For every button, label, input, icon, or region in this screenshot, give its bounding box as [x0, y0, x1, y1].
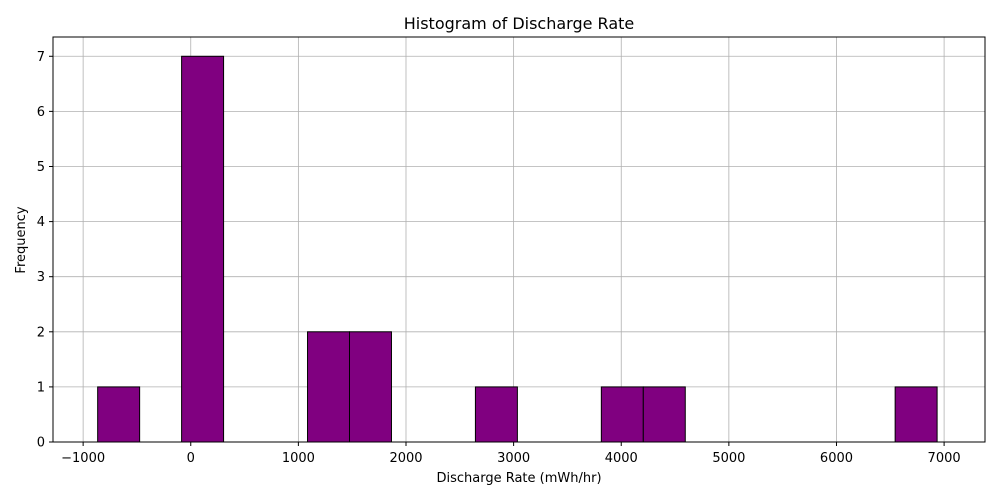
x-tick-label: 7000	[928, 451, 961, 466]
histogram-bar	[348, 331, 392, 443]
y-tick-label: 7	[37, 50, 45, 65]
x-tick-label: 0	[187, 451, 195, 466]
histogram-bar	[474, 386, 518, 443]
histogram-bar	[600, 386, 644, 443]
histogram-bar	[181, 55, 225, 443]
histogram-bars	[97, 55, 938, 443]
y-axis-label: Frequency	[14, 206, 29, 273]
histogram-bar	[642, 386, 686, 443]
x-axis-label: Discharge Rate (mWh/hr)	[436, 471, 601, 486]
x-tick-label: 2000	[389, 451, 422, 466]
x-tick-label: 5000	[712, 451, 745, 466]
axes	[49, 36, 986, 446]
histogram-bar	[894, 386, 938, 443]
y-tick-label: 5	[37, 160, 45, 175]
y-tick-label: 1	[37, 380, 45, 395]
tick-labels: −1000 0 1000 2000 3000 4000 5000 6000 7000 0 1 2 3 4 5…	[37, 50, 961, 466]
y-tick-label: 4	[37, 215, 45, 230]
y-tick-label: 2	[37, 325, 45, 340]
x-tick-label: −1000	[61, 451, 105, 466]
y-tick-label: 0	[37, 436, 45, 451]
x-tick-label: 6000	[820, 451, 853, 466]
histogram-bar	[307, 331, 350, 443]
plot-frame	[52, 36, 986, 443]
histogram-bar	[97, 386, 141, 443]
chart-title: Histogram of Discharge Rate	[404, 14, 635, 33]
y-tick-label: 6	[37, 105, 45, 120]
y-tick-label: 3	[37, 270, 45, 285]
x-tick-label: 1000	[282, 451, 315, 466]
x-tick-label: 4000	[605, 451, 638, 466]
x-tick-label: 3000	[497, 451, 530, 466]
